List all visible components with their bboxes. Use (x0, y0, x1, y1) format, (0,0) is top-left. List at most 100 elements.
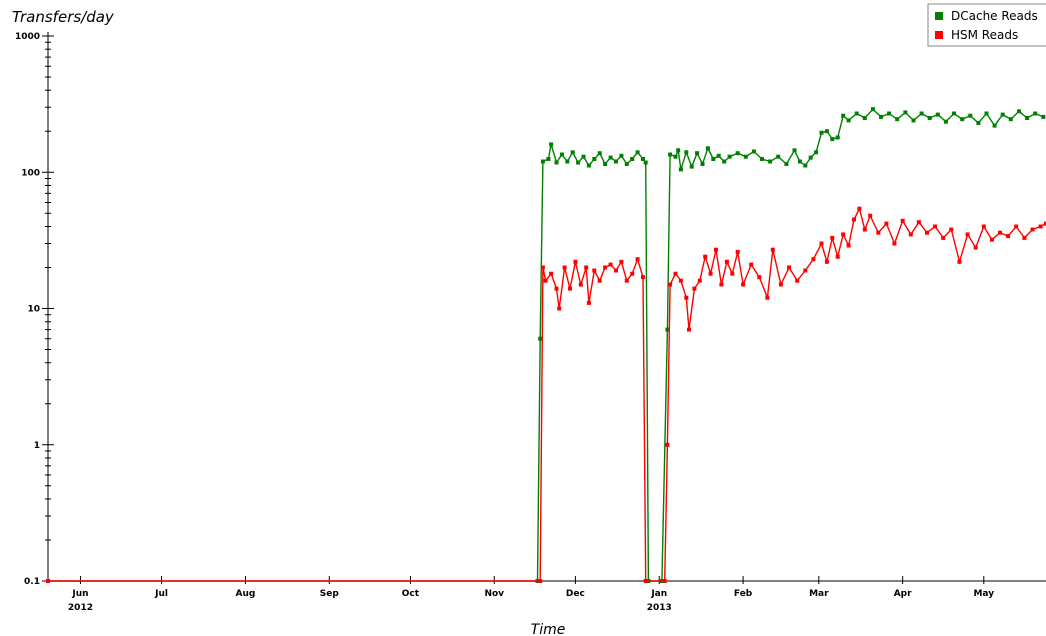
data-point (776, 154, 781, 159)
data-point (603, 265, 608, 270)
x-axis-title: Time (531, 622, 566, 636)
data-point (614, 268, 618, 273)
data-point (538, 579, 543, 583)
data-point (1025, 116, 1030, 120)
data-point (935, 112, 940, 117)
data-point (557, 306, 562, 311)
data-point (559, 152, 564, 157)
data-point (792, 148, 797, 153)
data-point (592, 157, 597, 161)
data-point (668, 152, 673, 157)
data-point (716, 153, 721, 158)
data-point (957, 259, 962, 264)
data-point (862, 227, 867, 232)
data-point (765, 295, 770, 300)
data-point (949, 227, 954, 232)
data-point (1038, 224, 1043, 229)
data-point (711, 157, 716, 161)
data-point (662, 579, 667, 583)
data-point (586, 163, 591, 168)
data-point (603, 162, 608, 166)
data-point (668, 282, 673, 287)
data-point (989, 237, 994, 242)
y-axis-title: Transfers/day (12, 8, 115, 26)
data-point (619, 153, 624, 158)
data-point (870, 107, 875, 112)
data-point (803, 163, 808, 168)
data-point (852, 217, 856, 222)
y-tick-label: 100 (21, 168, 40, 178)
legend-swatch (935, 31, 943, 39)
data-point (568, 286, 572, 291)
data-point (719, 282, 724, 287)
legend-swatch (935, 12, 943, 20)
data-point (1014, 224, 1019, 229)
data-point (900, 218, 905, 223)
data-point (884, 221, 889, 226)
data-point (722, 159, 727, 164)
data-point (735, 151, 740, 156)
data-point (538, 336, 543, 341)
data-point (608, 262, 613, 267)
data-point (879, 114, 883, 119)
data-point (573, 259, 578, 264)
legend-box (927, 3, 1046, 47)
data-point (684, 150, 689, 155)
data-point (797, 159, 802, 164)
data-point (784, 162, 789, 166)
data-point (673, 271, 678, 276)
data-point (830, 235, 835, 240)
data-point (643, 160, 648, 165)
data-point (592, 268, 597, 273)
data-point (1030, 227, 1035, 232)
data-point (895, 117, 900, 122)
data-point (643, 579, 648, 583)
data-point (554, 286, 559, 291)
data-point (635, 257, 640, 262)
data-point (770, 247, 775, 252)
data-point (981, 224, 986, 229)
data-point (835, 254, 840, 259)
data-point (887, 111, 892, 116)
data-point (705, 146, 710, 151)
data-point (795, 278, 800, 283)
data-point (803, 268, 808, 273)
data-point (608, 155, 613, 160)
data-point (778, 282, 783, 287)
data-point (1041, 114, 1046, 119)
data-point (665, 327, 670, 332)
data-point (562, 265, 567, 270)
data-point (952, 111, 956, 116)
data-point (549, 271, 554, 276)
data-point (811, 257, 816, 262)
data-point (624, 278, 629, 283)
data-point (676, 148, 681, 153)
data-point (965, 232, 970, 237)
x-tick-label: Mar (809, 589, 829, 599)
data-point (808, 155, 813, 160)
data-point (768, 159, 773, 164)
data-point (624, 162, 629, 166)
data-point (846, 118, 851, 123)
x-tick-label: Nov (484, 589, 504, 599)
x-tick-label: Apr (894, 589, 912, 599)
data-point (960, 117, 965, 122)
data-point (678, 167, 683, 172)
data-point (1022, 235, 1027, 240)
data-point (735, 250, 740, 254)
data-point (916, 220, 921, 225)
data-point (565, 159, 570, 164)
y-tick-label: 1000 (15, 32, 40, 42)
data-point (892, 241, 897, 246)
x-tick-label: Aug (236, 589, 256, 599)
data-point (673, 154, 678, 159)
data-point (976, 121, 981, 125)
data-point (549, 142, 554, 147)
data-point (927, 116, 932, 120)
data-point (584, 265, 589, 270)
data-point (968, 113, 973, 118)
data-point (619, 259, 624, 264)
data-point (911, 118, 916, 123)
data-point (841, 232, 846, 237)
data-point (751, 149, 756, 154)
